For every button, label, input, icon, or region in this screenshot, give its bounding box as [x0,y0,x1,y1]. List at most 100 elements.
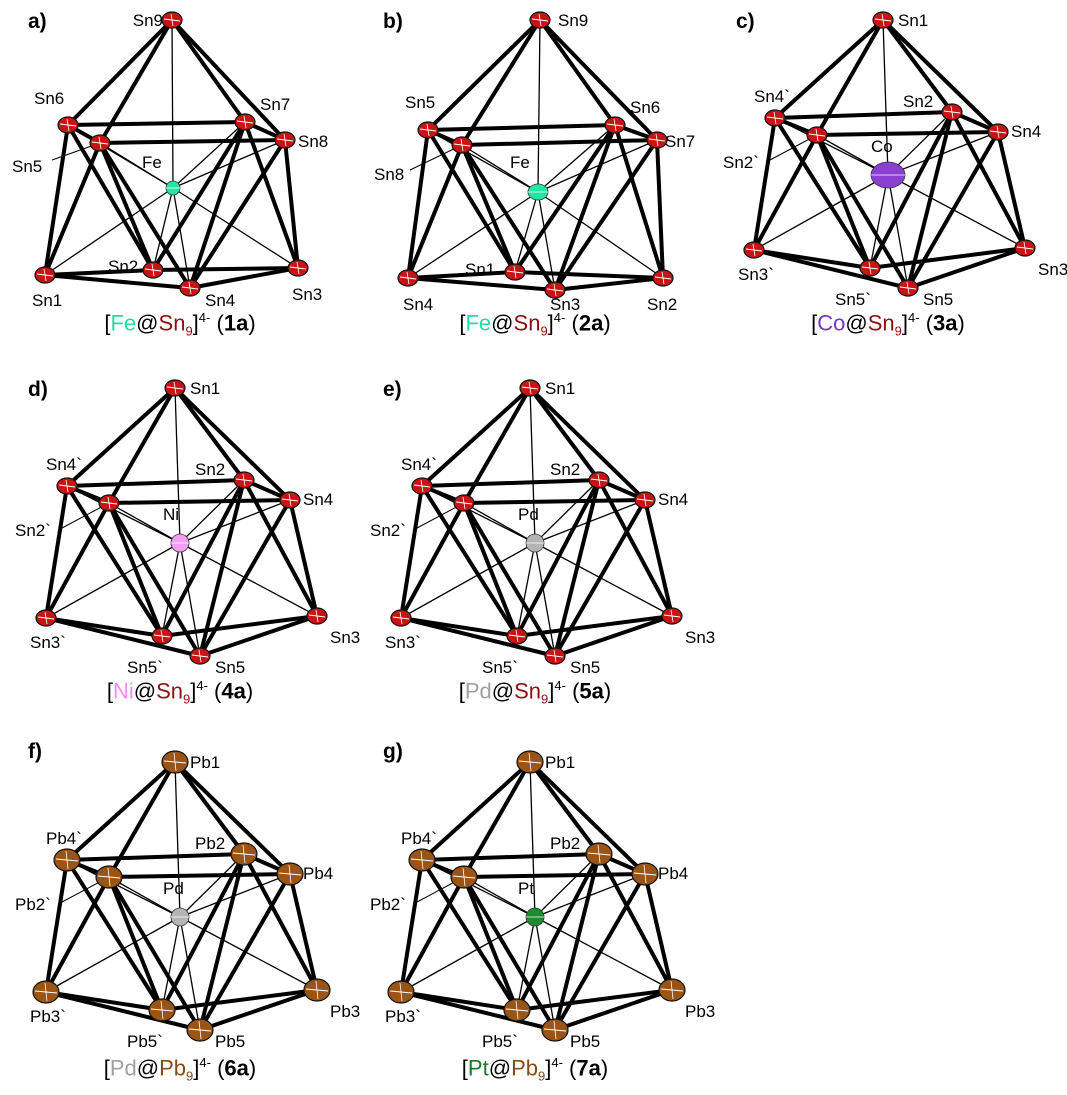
metal-bond-line [463,876,536,918]
caption-id-num: 1 [223,310,237,336]
atom-label: Pb3` [30,1007,66,1026]
atom-axis-line [670,980,674,1000]
atom-label: Sn1 [545,379,575,398]
caption-id-open: ( [565,310,579,336]
cage-bond-line [288,872,319,992]
atom-label: Pb3 [685,1002,715,1021]
atom-label: Pb3 [330,1002,360,1021]
caption-charge: 4- [908,310,920,325]
metal-bond-line [516,542,536,637]
atom-axis-line [65,479,69,493]
cage-bond-line [426,18,542,132]
cage-bond-line [288,498,319,618]
atom-axis-line [65,850,69,870]
atom-label: Sn5 [923,290,953,309]
atom-label: Sn6 [34,89,64,108]
metal-bond-line [514,191,539,273]
atom-label: Sn4 [1011,122,1041,141]
metal-atom-label: Fe [510,153,530,172]
metal-bond-line [534,542,556,657]
atom-axis-line [752,243,756,257]
cage-bond-line [460,138,659,147]
cage-bond-line [188,138,287,290]
cage-bond-line [188,120,247,290]
atom-label: Sn4` [46,455,82,474]
cluster-diagram: Pb1 Pb4` Pb2 Pb4 Pb2` Pb3` Pb5` Pb5 Pb3 Pt [370,750,715,1051]
atom-axis-line [160,629,164,643]
caption-cluster: Pb [159,1055,187,1081]
caption-close: ] [901,310,909,336]
metal-bond-line [400,542,536,619]
cage-bond-line [815,133,872,270]
cage-bond-line [43,141,102,277]
cage-bond-line [513,270,665,280]
atom-axis-line [950,105,954,119]
caption-id-letter: a [591,310,604,336]
caption-cluster: Sn [514,678,542,704]
atom-label: Sn1 [898,11,928,30]
metal-bond-line [99,142,174,189]
atom-axis-line [553,649,557,663]
caption-id-num: 7 [576,1055,589,1081]
caption-id-open: ( [207,678,222,704]
metal-atom-label: Fe [142,153,162,172]
caption-id-open: ( [210,310,224,336]
atom-label: Pb5` [482,1032,518,1051]
cage-bond-line [462,875,557,1032]
atom-label: Pb4` [401,829,437,848]
caption-sub: 9 [541,691,549,707]
atom-axis-line [597,844,601,864]
cage-bond-line [170,18,287,142]
cage-bond-line [198,614,319,658]
metal-bond-line [534,853,600,918]
cage-bond-line [98,141,155,272]
cage-bond-line [815,130,1000,137]
atom-axis-line [420,479,424,493]
atom-label: Sn7 [260,95,290,114]
metal-bond-line [869,174,889,269]
metal-bond-line [529,387,536,544]
cluster-diagram: Sn9 Sn6 Sn7 Sn8 Sn5 Sn1 Sn2 Sn4 Sn3 Fe [12,11,328,310]
atom-axis-line [315,609,319,623]
cage-bond-line [43,273,192,290]
cage-bond-line [65,760,177,862]
cage-bond-line [173,760,292,876]
cage-bond-line [43,268,155,277]
atom-label: Sn2 [903,92,933,111]
metal-bond-line [179,479,245,544]
atom-label: Sn1 [465,260,495,279]
metal-bond-line [407,191,539,279]
cage-bond-line [773,116,872,270]
caption-metal: Pt [467,1055,489,1081]
caption-metal: Fe [110,310,137,336]
cage-bond-line [242,852,319,992]
caption-id-num: 3 [933,310,946,336]
caption-id-num: 6 [224,1055,237,1081]
caption: [Pt@Pb9]4- (7a) [365,1055,705,1084]
metal-atom-label: Pd [518,505,539,524]
cage-bond-line [399,858,424,994]
atom-label: Sn2 [195,460,225,479]
caption-open: [ [106,678,113,704]
cage-bond-line [399,501,466,620]
cage-bond-line [528,760,647,876]
cage-bond-line [515,614,674,638]
caption-id-letter: a [588,1055,601,1081]
metal-bond-line [537,19,541,193]
caption: [Ni@Sn9]4- (4a) [10,678,350,707]
caption-sub: 9 [185,323,193,339]
atom-label: Sn5 [570,658,600,677]
caption-close: ] [547,310,554,336]
atom-axis-line [815,128,819,142]
atom-axis-line [528,752,532,772]
metal-bond-line [516,916,536,1011]
caption-at: @ [136,310,159,336]
cage-bond-line [198,478,246,658]
atom-axis-line [288,864,292,884]
cage-bond-line [107,501,202,658]
atom-label: Sn1 [32,291,62,310]
panel-b: b) Sn9 Sn5 Sn6 Sn7 Sn8 Sn4 Sn1 Sn3 Sn2 Fe [Fe@Sn9… [365,10,705,365]
metal-atom-label: Co [871,137,893,156]
atom-label: Sn2` [723,153,759,172]
cage-bond-line [513,123,617,274]
